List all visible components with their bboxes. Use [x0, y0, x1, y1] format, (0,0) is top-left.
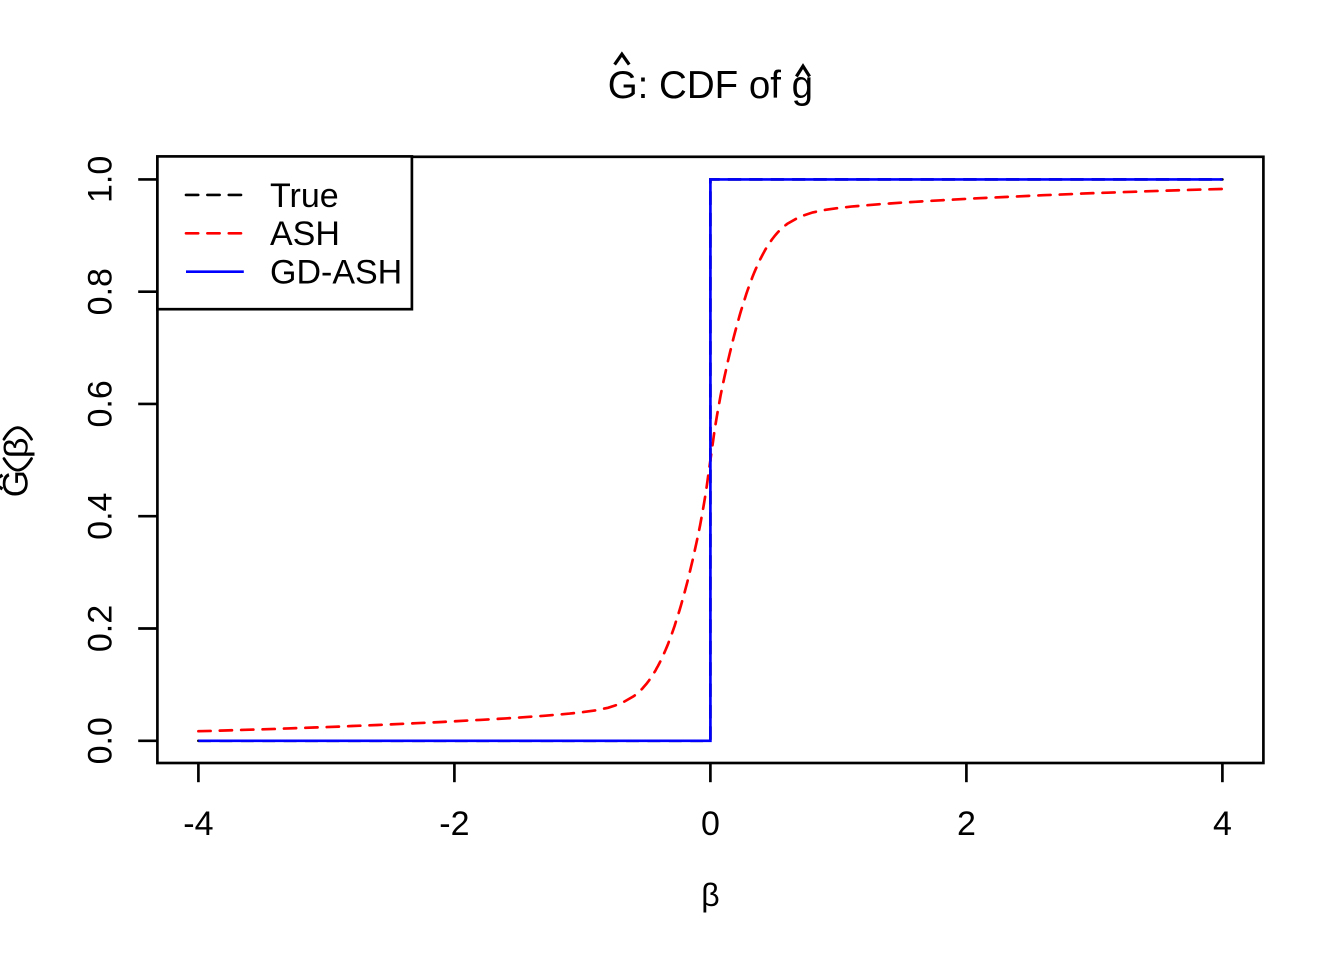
svg-text:True: True	[270, 177, 339, 215]
svg-text:G: G	[0, 470, 36, 497]
svg-text:0: 0	[701, 805, 720, 843]
svg-text:0.6: 0.6	[82, 380, 120, 427]
svg-text:β: β	[0, 437, 35, 458]
svg-text:0.2: 0.2	[82, 605, 120, 652]
svg-text:1.0: 1.0	[82, 156, 120, 203]
svg-text:β: β	[701, 877, 719, 913]
svg-text:-4: -4	[183, 805, 213, 843]
svg-text:GD-ASH: GD-ASH	[270, 254, 402, 292]
svg-text:0.8: 0.8	[82, 268, 120, 315]
svg-text:0.4: 0.4	[82, 493, 120, 540]
svg-text:G: CDF of g: G: CDF of g	[608, 64, 813, 107]
svg-text:-2: -2	[439, 805, 469, 843]
svg-text:4: 4	[1213, 805, 1232, 843]
svg-text:0.0: 0.0	[82, 717, 120, 764]
svg-text:2: 2	[957, 805, 976, 843]
svg-text:ASH: ASH	[270, 215, 340, 253]
